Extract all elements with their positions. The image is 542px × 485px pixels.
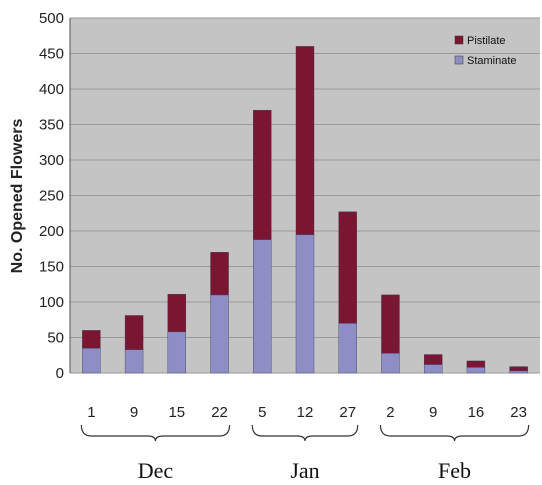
y-tick-label: 250: [39, 188, 64, 205]
bar-staminate: [253, 239, 272, 374]
bar-staminate: [338, 323, 357, 374]
y-tick-label: 100: [39, 294, 64, 311]
legend-label: Staminate: [467, 55, 517, 67]
y-tick-label: 150: [39, 259, 64, 276]
y-tick-label: 200: [39, 223, 64, 240]
legend: Pistilate Staminate: [454, 35, 517, 67]
x-tick-label: 22: [211, 404, 228, 421]
month-braces: Dec Jan Feb: [80, 424, 530, 483]
bar-staminate: [509, 370, 528, 374]
y-tick-label: 350: [39, 117, 64, 134]
bar-pistilate: [124, 315, 144, 350]
y-axis-ticks: 0 50 100 150 200 250 300 350 400 450 500: [39, 10, 71, 382]
legend-swatch: [454, 35, 464, 45]
month-brace: [80, 424, 231, 442]
x-tick-label: 9: [130, 404, 138, 421]
y-tick-label: 300: [39, 152, 64, 169]
bar-staminate: [295, 234, 315, 374]
x-tick-label: 15: [168, 404, 185, 421]
x-tick-label: 2: [386, 404, 394, 421]
bar-pistilate: [466, 360, 486, 368]
bar-pistilate: [381, 294, 400, 354]
month-label: Dec: [138, 458, 174, 483]
x-tick-label: 12: [297, 404, 314, 421]
bar-staminate: [466, 367, 486, 374]
y-tick-label: 450: [39, 46, 64, 63]
legend-label: Pistilate: [467, 35, 506, 47]
y-tick-label: 50: [47, 330, 64, 347]
x-tick-label: 16: [468, 404, 485, 421]
bar-pistilate: [295, 46, 315, 235]
month-label: Feb: [438, 458, 471, 483]
x-axis-ticks: 1 9 15 22 5 12 27 2 9 16 23: [87, 404, 527, 421]
bars: [82, 46, 528, 374]
bar-pistilate: [338, 211, 357, 324]
bar-staminate: [82, 347, 101, 374]
x-tick-label: 23: [510, 404, 527, 421]
bar-pistilate: [82, 330, 101, 349]
bar-staminate: [423, 364, 443, 374]
bar-pistilate: [253, 110, 272, 240]
y-tick-label: 500: [39, 10, 64, 27]
x-tick-label: 9: [429, 404, 437, 421]
y-tick-label: 0: [56, 365, 64, 382]
month-brace: [379, 424, 530, 442]
month-label: Jan: [290, 458, 319, 483]
x-tick-label: 5: [258, 404, 266, 421]
bar-pistilate: [210, 252, 229, 296]
x-tick-label: 1: [87, 404, 95, 421]
y-axis-label: No. Opened Flowers: [9, 119, 26, 274]
y-tick-label: 400: [39, 81, 64, 98]
month-brace: [251, 424, 359, 442]
bar-pistilate: [423, 354, 443, 365]
bar-pistilate: [509, 366, 528, 372]
bar-pistilate: [167, 293, 187, 333]
bar-staminate: [210, 294, 229, 374]
bar-staminate: [167, 331, 187, 374]
bar-staminate: [381, 352, 400, 374]
bar-staminate: [124, 349, 144, 374]
legend-swatch: [454, 55, 464, 65]
x-tick-label: 27: [339, 404, 356, 421]
